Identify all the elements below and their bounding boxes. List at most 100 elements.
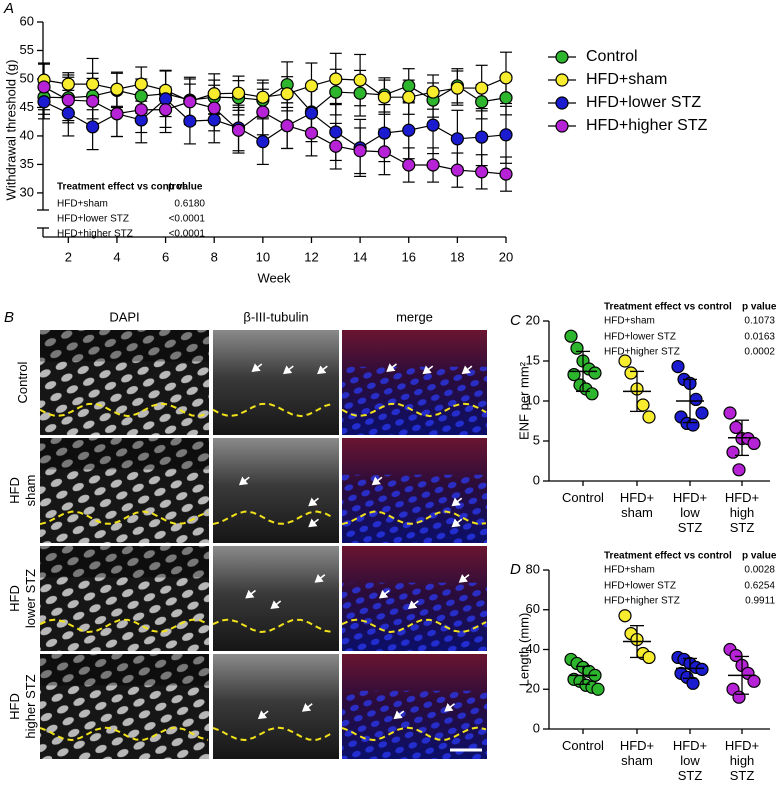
x-tick-label-line: STZ <box>678 520 703 535</box>
data-point <box>475 130 489 144</box>
data-point <box>304 79 319 93</box>
y-tick-label: 20 <box>526 681 540 696</box>
x-tick-label-line: low <box>680 753 700 768</box>
x-tick-label-line: low <box>680 505 700 520</box>
data-point <box>353 86 367 100</box>
data-point <box>591 682 605 696</box>
data-point <box>110 107 124 121</box>
data-point <box>695 406 709 420</box>
y-tick-label: 45 <box>20 99 34 114</box>
stats-p-value: 0.1073 <box>744 316 775 327</box>
stats-group: HFD+higher STZ <box>604 347 680 358</box>
stats-group: HFD+lower STZ <box>604 581 676 592</box>
data-point <box>450 132 464 146</box>
x-tick-label-line: sham <box>621 753 653 768</box>
x-tick-label-line: STZ <box>730 768 755 783</box>
row-label-line: sham <box>23 475 38 507</box>
x-tick-label-line: HFD+ <box>620 738 654 753</box>
data-point <box>499 128 513 142</box>
stats-p-value: 0.0002 <box>744 347 775 358</box>
arrow <box>407 600 419 609</box>
stats-group: HFD+sham <box>57 199 108 210</box>
panel-letter: A <box>3 0 14 17</box>
x-tick-label-line: high <box>730 753 755 768</box>
x-tick-label-line: Control <box>562 738 604 753</box>
arrow <box>444 703 455 712</box>
sd-bar <box>735 419 749 457</box>
x-tick-label: 4 <box>113 249 120 264</box>
data-point <box>231 123 246 137</box>
stats-group: HFD+lower STZ <box>57 214 129 225</box>
data-point <box>377 126 392 140</box>
data-point <box>377 145 392 159</box>
micrograph-nuclei <box>342 690 487 759</box>
data-point <box>86 94 100 108</box>
legend-label: Control <box>586 48 638 65</box>
arrow <box>393 710 405 720</box>
data-point <box>329 125 343 139</box>
boundary-line <box>212 510 334 526</box>
data-point <box>256 105 270 119</box>
data-point <box>732 463 746 477</box>
data-point <box>426 85 440 99</box>
data-point <box>695 662 709 676</box>
arrow <box>301 703 313 712</box>
data-point <box>61 93 75 107</box>
y-tick-label: 0 <box>533 472 540 487</box>
y-tick-label: 30 <box>20 184 34 199</box>
x-tick-label: 6 <box>162 249 169 264</box>
stats-header: Treatment effect vs control <box>57 182 185 193</box>
x-tick-label: 2 <box>65 249 72 264</box>
x-tick-label-line: HFD+ <box>620 490 654 505</box>
x-axis-label: Week <box>258 270 291 285</box>
stats-group: HFD+higher STZ <box>57 229 133 240</box>
x-tick-label: 20 <box>499 249 513 264</box>
data-point <box>256 135 270 149</box>
stats-p-value: 0.6180 <box>174 199 205 210</box>
data-point <box>183 114 197 128</box>
data-point <box>207 113 221 127</box>
micrograph-nuclei <box>342 366 487 435</box>
sd-bar <box>630 625 644 659</box>
data-point <box>183 95 197 109</box>
data-point <box>726 445 740 459</box>
data-point <box>624 366 638 380</box>
arrow <box>314 574 326 583</box>
data-point <box>671 360 685 374</box>
row-label-line: Control <box>15 361 30 403</box>
data-point <box>61 106 75 120</box>
y-tick-label: 15 <box>526 352 540 367</box>
data-point <box>585 387 599 401</box>
panel-letter: C <box>510 312 521 329</box>
stats-p-value: <0.0001 <box>169 229 206 240</box>
data-point <box>353 144 367 158</box>
stats-group: HFD+lower STZ <box>604 332 676 343</box>
stats-p-value: <0.0001 <box>169 214 206 225</box>
stats-group: HFD+higher STZ <box>604 596 680 607</box>
data-point <box>747 436 761 450</box>
legend-marker <box>555 73 569 87</box>
legend-marker <box>555 119 569 133</box>
legend-label: HFD+sham <box>586 71 667 88</box>
micrograph <box>40 654 209 759</box>
micrograph-shade <box>40 546 209 578</box>
data-point <box>304 126 319 140</box>
stats-p-value: 0.0028 <box>744 565 775 576</box>
data-point <box>207 87 221 101</box>
data-point <box>642 650 656 665</box>
micrograph-shade <box>40 330 209 362</box>
data-point <box>426 158 440 172</box>
x-tick-label-line: HFD+ <box>725 490 759 505</box>
arrow <box>386 363 397 372</box>
data-point <box>499 71 513 85</box>
x-tick-label: HFD+ sham <box>620 490 654 520</box>
x-tick-label-line: high <box>730 505 755 520</box>
data-point <box>686 418 700 432</box>
legend-marker <box>555 96 569 110</box>
boundary-line <box>212 618 334 634</box>
data-point <box>588 366 602 380</box>
stats-header: Treatment effect vs control <box>604 302 732 313</box>
stats-p-value: 0.0163 <box>744 332 775 343</box>
stats-header: Treatment effect vs control <box>604 551 732 562</box>
